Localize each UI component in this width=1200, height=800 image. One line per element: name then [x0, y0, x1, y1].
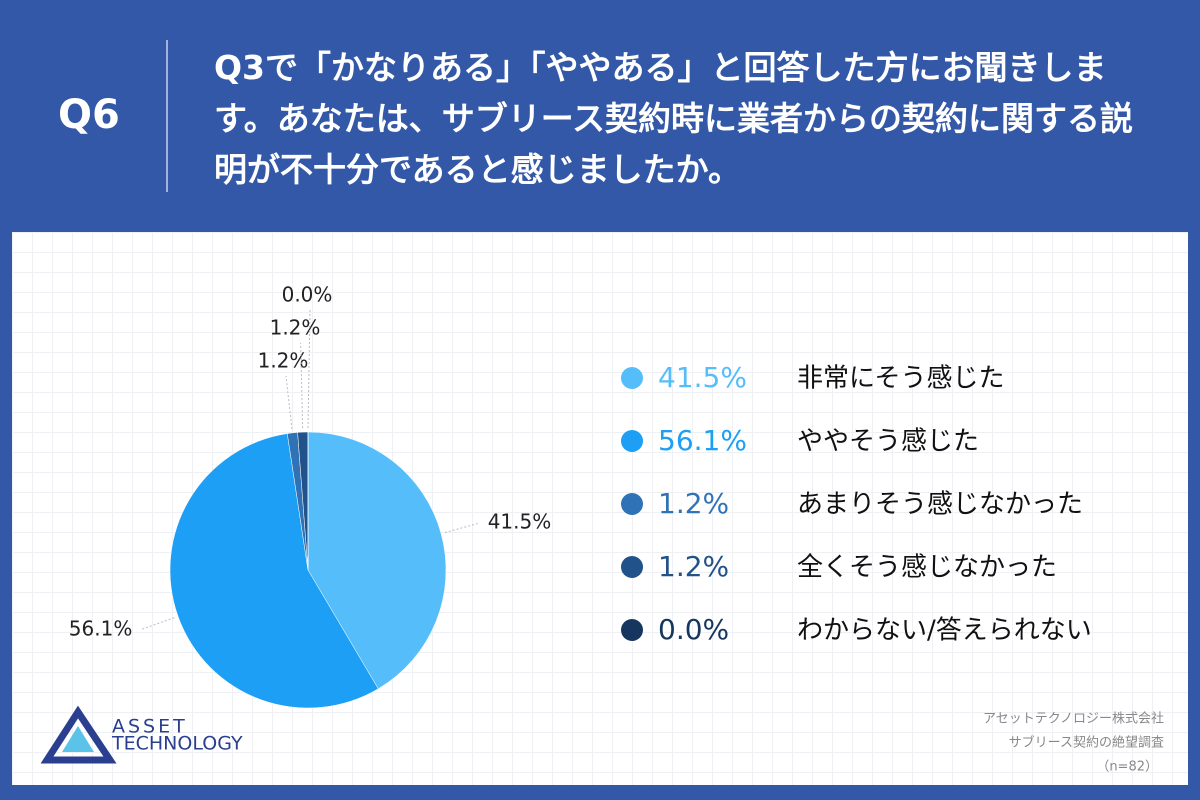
- source: サブリース契約の絶望調査: [1009, 735, 1164, 751]
- leader-line: [285, 375, 293, 429]
- logo-text: TECHNOLOGY: [111, 733, 243, 755]
- legend-swatch: [621, 619, 643, 641]
- logo-text: ASSET: [112, 716, 188, 738]
- legend-label: 非常にそう感じた: [797, 364, 1004, 394]
- logo-mark: [62, 726, 94, 752]
- legend-label: わからない/答えられない: [797, 616, 1092, 646]
- logo: [40, 705, 117, 764]
- divider: [166, 40, 168, 192]
- data-label: 0.0%: [282, 283, 333, 307]
- leader-line: [444, 522, 480, 534]
- leader-line: [140, 617, 175, 631]
- source: アセットテクノロジー株式会社: [983, 711, 1164, 727]
- logo-mark: [40, 705, 117, 764]
- legend-label: あまりそう感じなかった: [797, 490, 1083, 520]
- legend-value: 0.0%: [658, 613, 729, 646]
- legend-value: 1.2%: [658, 550, 729, 583]
- question-number: Q6: [58, 92, 120, 138]
- legend-swatch: [621, 556, 643, 578]
- legend-value: 1.2%: [658, 487, 729, 520]
- legend-value: 56.1%: [658, 424, 747, 457]
- legend-swatch: [621, 430, 643, 452]
- legend-swatch: [621, 367, 643, 389]
- source: （n=82）: [1096, 760, 1158, 775]
- data-label: 41.5%: [488, 510, 552, 534]
- legend-swatch: [621, 493, 643, 515]
- data-label: 1.2%: [258, 349, 309, 373]
- data-label: 56.1%: [69, 616, 133, 640]
- legend-label: 全くそう感じなかった: [797, 553, 1057, 583]
- data-label: 1.2%: [270, 316, 321, 340]
- pie-slice: [169, 433, 379, 709]
- legend-value: 41.5%: [658, 361, 747, 394]
- pie-slice: [307, 431, 447, 690]
- legend-label: ややそう感じた: [797, 427, 979, 457]
- chart-title: Q3で「かなりある」「ややある」と回答した方にお聞きします。あなたは、サブリース…: [214, 48, 1134, 189]
